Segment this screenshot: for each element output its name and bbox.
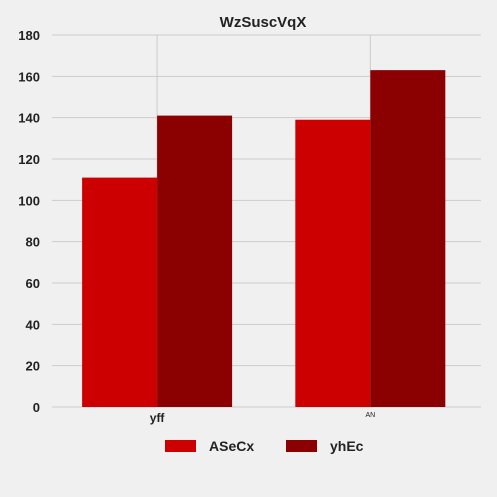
bar-yhEc-AN [370, 70, 446, 407]
bar-yhEc-yff [157, 115, 233, 407]
legend-swatch [286, 440, 317, 452]
y-axis-ticks: 0 20 40 60 80 100 120 140 160 180 [18, 28, 40, 415]
y-tick-label: 20 [26, 359, 40, 374]
y-tick-label: 60 [26, 276, 40, 291]
y-tick-label: 160 [18, 69, 40, 84]
y-tick-label: 100 [18, 193, 40, 208]
y-tick-label: 180 [18, 28, 40, 43]
y-tick-label: 80 [26, 235, 40, 250]
bar-ASeCx-yff [82, 177, 158, 407]
legend-label: yhEc [330, 438, 364, 454]
y-tick-label: 40 [26, 317, 40, 332]
y-tick-label: 0 [33, 400, 40, 415]
bar-ASeCx-AN [295, 119, 371, 407]
x-tick-label: AN [365, 412, 375, 419]
y-tick-label: 120 [18, 152, 40, 167]
legend-label: ASeCx [209, 438, 254, 454]
x-axis-ticks: yff AN [150, 411, 375, 425]
x-tick-label: yff [150, 411, 166, 425]
chart-title: WzSuscVqX [220, 14, 307, 31]
legend-swatch [165, 440, 196, 452]
legend: ASeCx yhEc [165, 438, 364, 454]
bars [82, 70, 446, 407]
y-tick-label: 140 [18, 111, 40, 126]
